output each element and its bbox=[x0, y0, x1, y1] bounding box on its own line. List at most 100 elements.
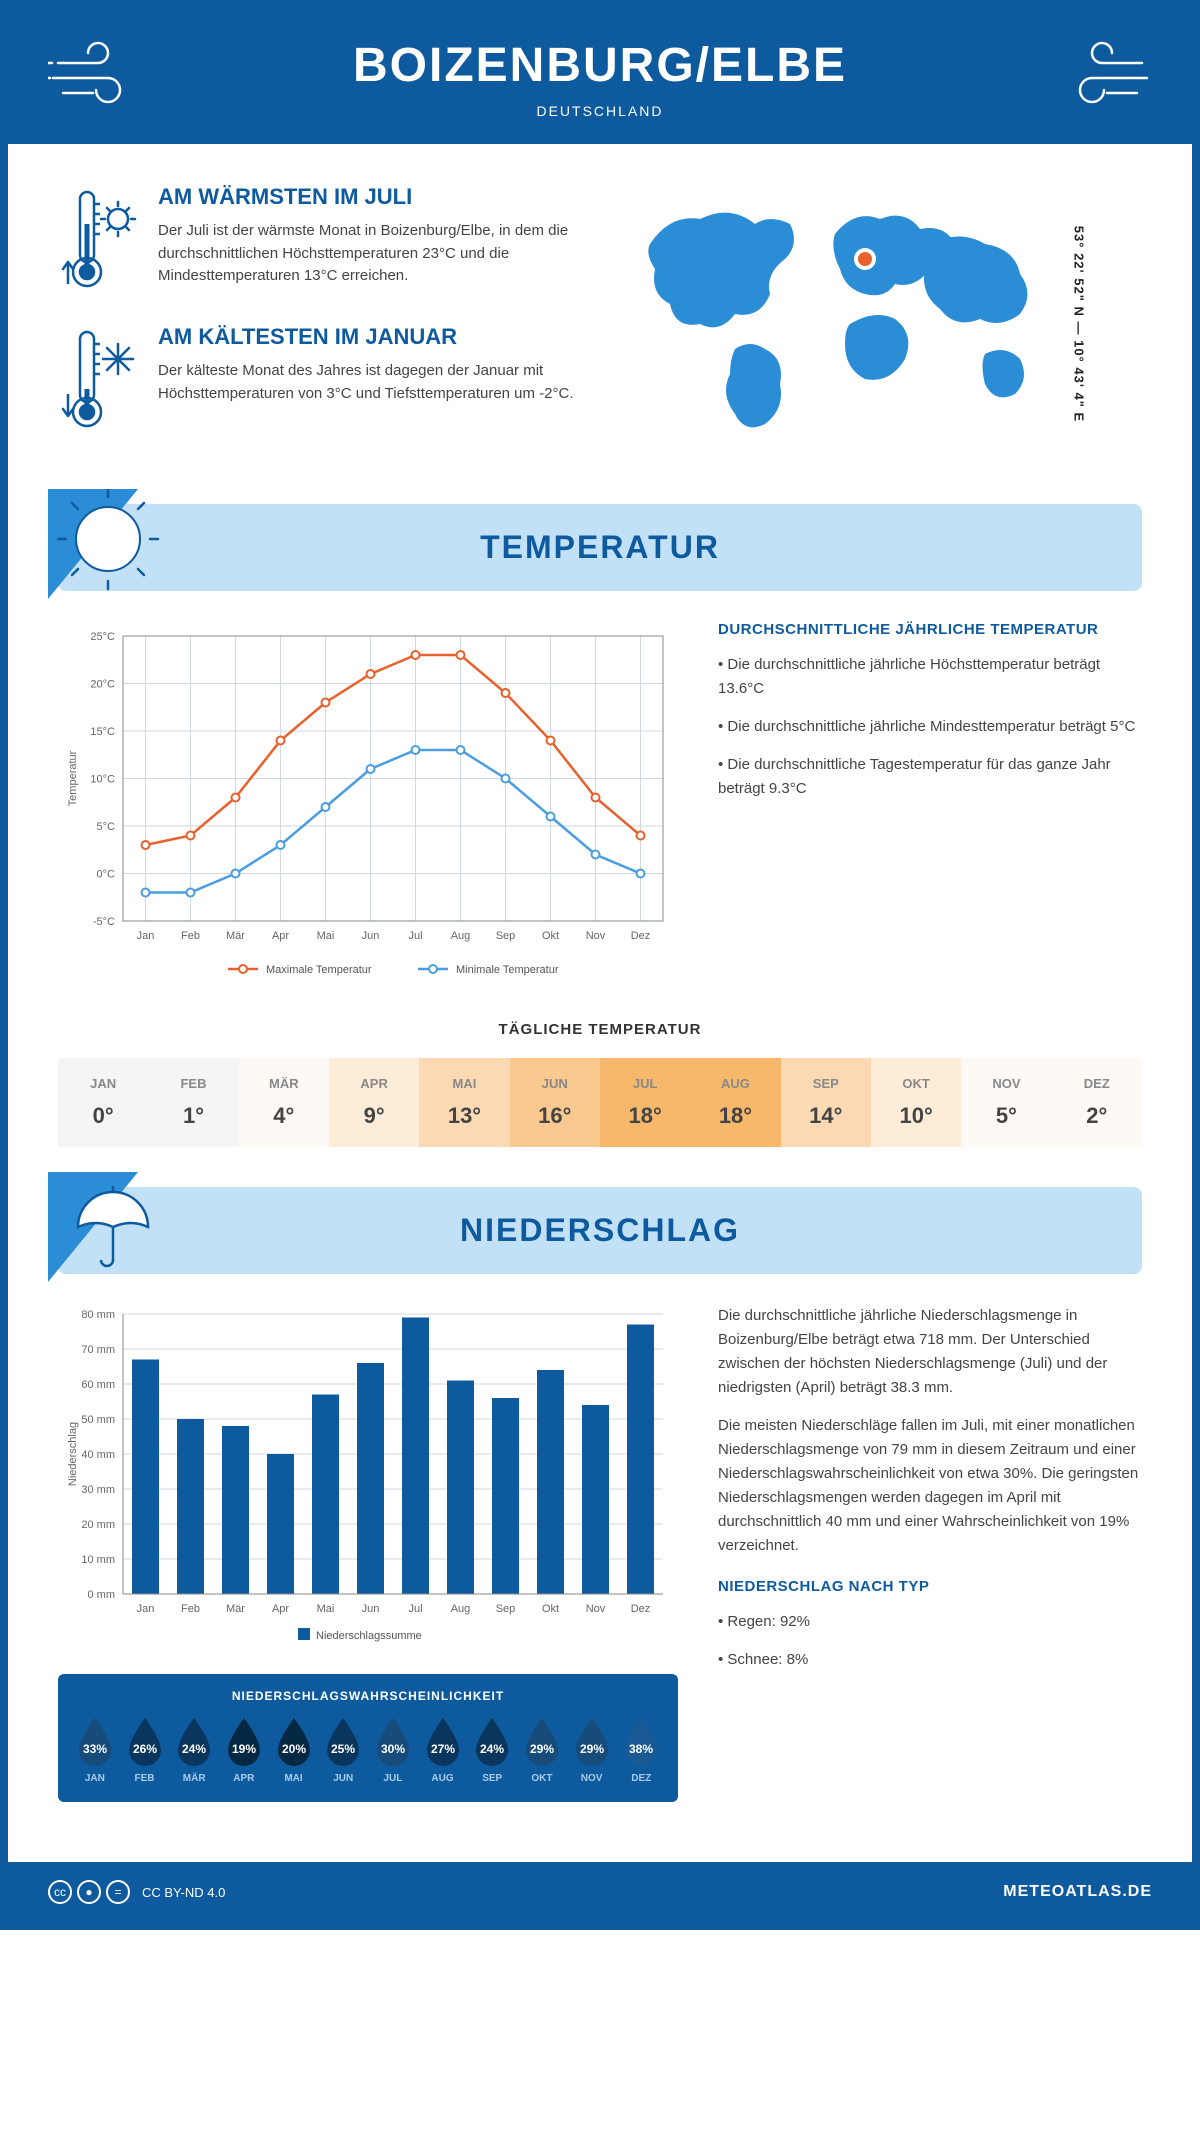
drop-icon: 27% bbox=[422, 1715, 464, 1767]
svg-text:0°C: 0°C bbox=[97, 869, 116, 881]
fact-cold-text: Der kälteste Monat des Jahres ist dagege… bbox=[158, 360, 580, 405]
svg-text:Jun: Jun bbox=[362, 930, 380, 942]
thermometer-hot-icon bbox=[58, 184, 138, 294]
prob-item: 24%MÄR bbox=[169, 1715, 219, 1784]
thermometer-cold-icon bbox=[58, 324, 138, 434]
prob-item: 20%MAI bbox=[269, 1715, 319, 1784]
temp-cell: DEZ2° bbox=[1052, 1058, 1142, 1147]
svg-text:Okt: Okt bbox=[542, 930, 559, 942]
precipitation-banner: NIEDERSCHLAG bbox=[58, 1187, 1142, 1274]
prob-item: 19%APR bbox=[219, 1715, 269, 1784]
svg-text:0 mm: 0 mm bbox=[88, 1589, 116, 1601]
svg-text:20°C: 20°C bbox=[90, 679, 115, 691]
probability-box: NIEDERSCHLAGSWAHRSCHEINLICHKEIT 33%JAN 26… bbox=[58, 1674, 678, 1802]
prob-item: 29%NOV bbox=[567, 1715, 617, 1784]
site-name: METEOATLAS.DE bbox=[1003, 1883, 1152, 1901]
svg-text:60 mm: 60 mm bbox=[81, 1379, 115, 1391]
svg-text:5°C: 5°C bbox=[97, 821, 116, 833]
svg-text:26%: 26% bbox=[132, 1742, 156, 1756]
svg-text:Jul: Jul bbox=[408, 1603, 422, 1615]
svg-text:Mai: Mai bbox=[317, 1603, 335, 1615]
drop-icon: 29% bbox=[571, 1715, 613, 1767]
svg-text:Temperatur: Temperatur bbox=[67, 750, 79, 806]
svg-text:15°C: 15°C bbox=[90, 726, 115, 738]
world-map-icon bbox=[620, 184, 1080, 444]
prob-item: 24%SEP bbox=[467, 1715, 517, 1784]
temp-cell: JUL18° bbox=[600, 1058, 690, 1147]
svg-text:Minimale Temperatur: Minimale Temperatur bbox=[456, 964, 559, 976]
svg-text:80 mm: 80 mm bbox=[81, 1309, 115, 1321]
precipitation-title: NIEDERSCHLAG bbox=[78, 1212, 1122, 1249]
probability-title: NIEDERSCHLAGSWAHRSCHEINLICHKEIT bbox=[70, 1689, 666, 1703]
svg-text:40 mm: 40 mm bbox=[81, 1449, 115, 1461]
fact-warmest: AM WÄRMSTEN IM JULI Der Juli ist der wär… bbox=[58, 184, 580, 294]
drop-icon: 26% bbox=[124, 1715, 166, 1767]
svg-text:Mai: Mai bbox=[317, 930, 335, 942]
svg-text:Dez: Dez bbox=[631, 930, 651, 942]
svg-text:Jul: Jul bbox=[408, 930, 422, 942]
daily-temp-title: TÄGLICHE TEMPERATUR bbox=[58, 1021, 1142, 1038]
svg-text:Sep: Sep bbox=[496, 930, 516, 942]
svg-text:Jun: Jun bbox=[362, 1603, 380, 1615]
drop-icon: 38% bbox=[620, 1715, 662, 1767]
precip-rain: • Regen: 92% bbox=[718, 1610, 1142, 1634]
temp-bullet: • Die durchschnittliche jährliche Mindes… bbox=[718, 715, 1142, 739]
license-text: CC BY-ND 4.0 bbox=[142, 1885, 225, 1900]
temp-cell: OKT10° bbox=[871, 1058, 961, 1147]
svg-text:29%: 29% bbox=[530, 1742, 554, 1756]
drop-icon: 29% bbox=[521, 1715, 563, 1767]
temperature-title: TEMPERATUR bbox=[78, 529, 1122, 566]
cc-icons: cc ● = bbox=[48, 1880, 130, 1904]
svg-text:27%: 27% bbox=[431, 1742, 455, 1756]
svg-text:19%: 19% bbox=[232, 1742, 256, 1756]
svg-text:Dez: Dez bbox=[631, 1603, 651, 1615]
precip-type-title: NIEDERSCHLAG NACH TYP bbox=[718, 1578, 1142, 1595]
fact-cold-title: AM KÄLTESTEN IM JANUAR bbox=[158, 324, 580, 350]
svg-text:24%: 24% bbox=[480, 1742, 504, 1756]
precipitation-bar-chart: 0 mm10 mm20 mm30 mm40 mm50 mm60 mm70 mm8… bbox=[58, 1304, 678, 1654]
temperature-line-chart: -5°C0°C5°C10°C15°C20°C25°CJanFebMärAprMa… bbox=[58, 621, 678, 991]
precip-para: Die durchschnittliche jährliche Niedersc… bbox=[718, 1304, 1142, 1400]
prob-item: 29%OKT bbox=[517, 1715, 567, 1784]
coordinates: 53° 22' 52" N — 10° 43' 4" E bbox=[1071, 226, 1086, 422]
svg-text:38%: 38% bbox=[629, 1742, 653, 1756]
temp-cell: JAN0° bbox=[58, 1058, 148, 1147]
footer: cc ● = CC BY-ND 4.0 METEOATLAS.DE bbox=[8, 1862, 1192, 1922]
temp-cell: SEP14° bbox=[781, 1058, 871, 1147]
svg-text:Okt: Okt bbox=[542, 1603, 559, 1615]
svg-text:Feb: Feb bbox=[181, 1603, 200, 1615]
svg-text:33%: 33% bbox=[83, 1742, 107, 1756]
drop-icon: 20% bbox=[273, 1715, 315, 1767]
svg-text:Jan: Jan bbox=[137, 1603, 155, 1615]
umbrella-icon bbox=[48, 1172, 178, 1292]
header: BOIZENBURG/ELBE DEUTSCHLAND bbox=[8, 8, 1192, 144]
svg-text:Sep: Sep bbox=[496, 1603, 516, 1615]
temp-cell: MÄR4° bbox=[239, 1058, 329, 1147]
svg-text:Maximale Temperatur: Maximale Temperatur bbox=[266, 964, 372, 976]
svg-text:10°C: 10°C bbox=[90, 774, 115, 786]
content: AM WÄRMSTEN IM JULI Der Juli ist der wär… bbox=[8, 144, 1192, 1862]
svg-text:24%: 24% bbox=[182, 1742, 206, 1756]
by-icon: ● bbox=[77, 1880, 101, 1904]
fact-warm-text: Der Juli ist der wärmste Monat in Boizen… bbox=[158, 220, 580, 288]
prob-item: 33%JAN bbox=[70, 1715, 120, 1784]
svg-text:20%: 20% bbox=[282, 1742, 306, 1756]
temp-cell: APR9° bbox=[329, 1058, 419, 1147]
fact-coldest: AM KÄLTESTEN IM JANUAR Der kälteste Mona… bbox=[58, 324, 580, 434]
svg-text:Nov: Nov bbox=[586, 930, 606, 942]
precip-snow: • Schnee: 8% bbox=[718, 1648, 1142, 1672]
svg-text:10 mm: 10 mm bbox=[81, 1554, 115, 1566]
temp-bullet: • Die durchschnittliche jährliche Höchst… bbox=[718, 653, 1142, 701]
drop-icon: 30% bbox=[372, 1715, 414, 1767]
cc-icon: cc bbox=[48, 1880, 72, 1904]
svg-text:Apr: Apr bbox=[272, 930, 289, 942]
page-title: BOIZENBURG/ELBE bbox=[28, 38, 1172, 93]
temp-cell: AUG18° bbox=[690, 1058, 780, 1147]
svg-text:70 mm: 70 mm bbox=[81, 1344, 115, 1356]
nd-icon: = bbox=[106, 1880, 130, 1904]
drop-icon: 19% bbox=[223, 1715, 265, 1767]
svg-text:30 mm: 30 mm bbox=[81, 1484, 115, 1496]
drop-icon: 25% bbox=[322, 1715, 364, 1767]
svg-text:Apr: Apr bbox=[272, 1603, 289, 1615]
prob-item: 27%AUG bbox=[418, 1715, 468, 1784]
